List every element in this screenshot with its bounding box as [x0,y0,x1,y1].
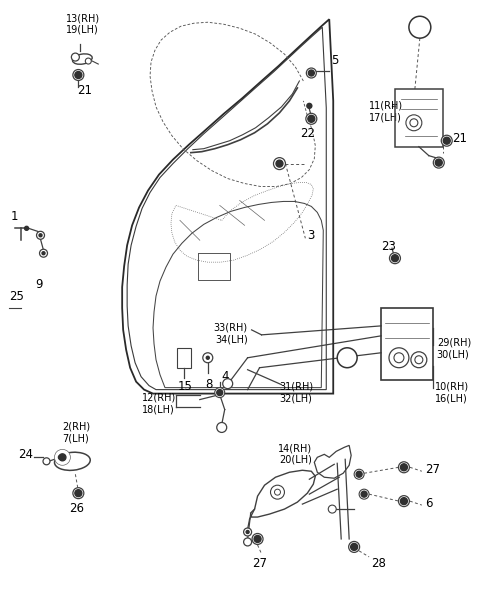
Circle shape [354,469,364,479]
Text: 26: 26 [69,502,84,515]
Circle shape [252,534,263,544]
Circle shape [328,505,336,513]
Circle shape [351,543,358,551]
Circle shape [39,234,42,237]
Circle shape [415,356,423,364]
Text: 1: 1 [11,211,18,223]
Circle shape [398,462,409,473]
Text: 31(RH)
32(LH): 31(RH) 32(LH) [279,382,313,404]
Circle shape [244,538,252,546]
Circle shape [206,356,209,359]
Circle shape [217,390,223,396]
Text: 8: 8 [205,378,212,391]
Text: 4: 4 [222,370,229,382]
Circle shape [75,489,82,497]
Text: 21: 21 [452,132,467,145]
Circle shape [441,136,452,146]
Circle shape [59,456,62,459]
Text: 25: 25 [9,290,24,303]
Circle shape [400,464,408,471]
Circle shape [398,495,409,506]
Circle shape [411,352,427,368]
Circle shape [217,422,227,433]
Circle shape [409,16,431,38]
Text: 15: 15 [178,380,193,393]
Bar [177,348,191,368]
Circle shape [203,353,213,363]
Circle shape [36,231,45,240]
Circle shape [85,58,91,64]
Text: 21: 21 [77,84,92,97]
Circle shape [348,541,360,552]
Circle shape [42,252,45,255]
Text: 9: 9 [36,278,43,291]
Circle shape [215,388,225,397]
Circle shape [276,160,283,167]
Circle shape [274,158,286,169]
Circle shape [271,485,285,499]
Text: A: A [415,21,425,34]
Circle shape [308,70,314,76]
Text: 27: 27 [425,463,440,476]
Circle shape [306,113,317,124]
Circle shape [43,458,50,465]
Circle shape [392,255,398,262]
Circle shape [39,249,48,257]
Text: 10(RH)
16(LH): 10(RH) 16(LH) [435,382,469,404]
Circle shape [73,70,84,80]
Circle shape [54,450,71,465]
Text: 22: 22 [300,127,315,140]
Text: 5: 5 [331,54,338,67]
Text: A: A [343,353,351,363]
Text: 12(RH)
18(LH): 12(RH) 18(LH) [142,393,176,414]
Circle shape [361,491,367,497]
Circle shape [57,452,68,463]
Circle shape [72,53,79,61]
Circle shape [275,489,280,495]
Circle shape [394,353,404,363]
Text: 29(RH)
30(LH): 29(RH) 30(LH) [437,338,471,359]
Circle shape [73,488,84,499]
Circle shape [433,157,444,168]
Text: 28: 28 [371,557,386,570]
Text: 6: 6 [425,497,432,509]
Text: 23: 23 [382,240,396,253]
Circle shape [435,159,442,166]
Circle shape [244,528,252,536]
Circle shape [24,226,29,231]
Circle shape [306,68,316,78]
Circle shape [223,379,233,388]
Circle shape [406,115,422,131]
Text: 33(RH)
34(LH): 33(RH) 34(LH) [214,323,248,344]
Circle shape [389,348,409,368]
Circle shape [59,454,66,461]
Circle shape [307,103,312,108]
Text: 27: 27 [252,557,267,570]
Circle shape [308,116,315,122]
Text: 14(RH)
20(LH): 14(RH) 20(LH) [278,443,312,465]
Text: 11(RH)
17(LH): 11(RH) 17(LH) [369,101,403,122]
Text: 24: 24 [19,448,34,461]
Text: 3: 3 [307,229,315,242]
Circle shape [359,489,369,499]
Circle shape [356,471,362,477]
Circle shape [254,535,261,543]
Circle shape [246,531,249,534]
Text: 2(RH)
7(LH): 2(RH) 7(LH) [62,422,91,443]
Circle shape [410,119,418,127]
Circle shape [337,348,357,368]
Text: 13(RH)
19(LH): 13(RH) 19(LH) [66,13,100,35]
Circle shape [400,498,408,505]
Circle shape [75,71,82,79]
Circle shape [389,253,400,264]
Circle shape [443,137,450,144]
